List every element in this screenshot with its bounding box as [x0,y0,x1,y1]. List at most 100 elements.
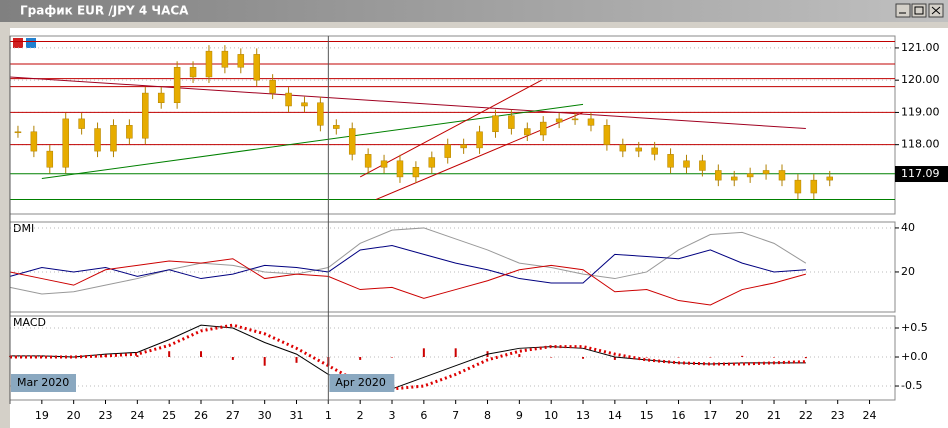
x-tick-label: 17 [703,409,717,422]
trend-line [375,111,584,200]
y-tick-label: 20 [901,265,915,278]
candle [189,67,197,78]
candle [253,54,260,81]
histogram-bar [231,357,234,360]
price-tag-bg [895,166,948,183]
histogram-bar [200,351,203,358]
x-tick-label: 7 [452,409,459,422]
indicator-line [9,227,807,295]
window-buttons[interactable] [895,3,944,18]
trend-line [9,76,806,130]
candle [317,102,324,126]
x-tick-label: 20 [735,409,749,422]
candle [30,131,38,152]
histogram-bar [804,357,807,359]
title-bar [0,0,948,22]
candle [110,125,117,152]
candle [810,179,818,194]
histogram-bar [359,357,362,360]
minimize-button[interactable] [895,3,911,18]
indicator-line [9,245,806,284]
histogram-bar [263,357,266,366]
candle [619,144,627,152]
candle [205,50,213,78]
histogram-bar [613,357,616,360]
histogram-bar [773,357,776,358]
y-tick-label: 118.00 [901,138,940,151]
candle [683,160,690,168]
x-tick-label: 16 [672,409,686,422]
candle [46,150,54,168]
x-tick-label: 23 [99,409,113,422]
x-tick-label: 14 [608,409,622,422]
candle [539,121,547,136]
candle [746,173,754,178]
panel-label: DMI [13,222,34,235]
candle [173,67,181,103]
candle [715,170,722,181]
x-tick-label: 24 [863,409,877,422]
candle [221,50,229,68]
candle [524,128,531,136]
histogram-bar [582,357,585,359]
histogram-bar [677,357,680,358]
candle [699,160,706,171]
candle [826,176,833,181]
x-tick-label: 31 [290,409,304,422]
price-tag: 117.09 [901,167,940,180]
y-tick-label: +0.0 [901,350,928,363]
x-tick-label: 20 [67,409,81,422]
candle [285,92,292,107]
candle [492,115,499,133]
x-tick-label: 23 [831,409,845,422]
candle [142,92,149,139]
left-strip [0,28,10,428]
candle [269,79,276,94]
histogram-bar [422,348,425,358]
histogram-bar [454,348,457,358]
candle [157,92,165,104]
candle [476,131,483,149]
candle [237,54,245,68]
candle [62,118,69,168]
candle [603,125,611,145]
candle [428,157,436,168]
red-icon[interactable] [13,38,23,48]
signal-line [10,323,806,391]
panel-label: MACD [13,316,46,329]
y-tick-label: +0.5 [901,321,928,334]
x-tick-label: 25 [162,409,176,422]
period-label: Apr 2020 [335,376,386,389]
candle [651,147,658,155]
blue-icon[interactable] [26,38,36,48]
candle [794,179,802,194]
period-label: Mar 2020 [17,376,69,389]
x-tick-label: 26 [194,409,208,422]
maximize-button[interactable] [911,3,927,18]
histogram-bar [391,357,394,358]
candle [587,118,595,126]
window-title: График EUR /JPY 4 ЧАСА [20,4,189,18]
y-tick-label: 119.00 [901,105,940,118]
candle [444,144,451,158]
x-tick-label: 19 [35,409,49,422]
x-tick-label: 24 [130,409,144,422]
histogram-bar [709,357,712,358]
x-tick-label: 6 [420,409,427,422]
candle [667,154,674,168]
x-tick-label: 13 [576,409,590,422]
histogram-bar [741,355,744,358]
x-tick-label: 21 [767,409,781,422]
x-tick-label: 27 [226,409,240,422]
histogram-bar [518,354,521,358]
indicator-line [9,258,806,306]
x-tick-label: 10 [544,409,558,422]
period-box [11,374,76,392]
candle [412,166,420,178]
histogram-bar [295,357,298,363]
x-tick-label: 8 [484,409,491,422]
candle [78,118,85,129]
candle [380,160,388,168]
